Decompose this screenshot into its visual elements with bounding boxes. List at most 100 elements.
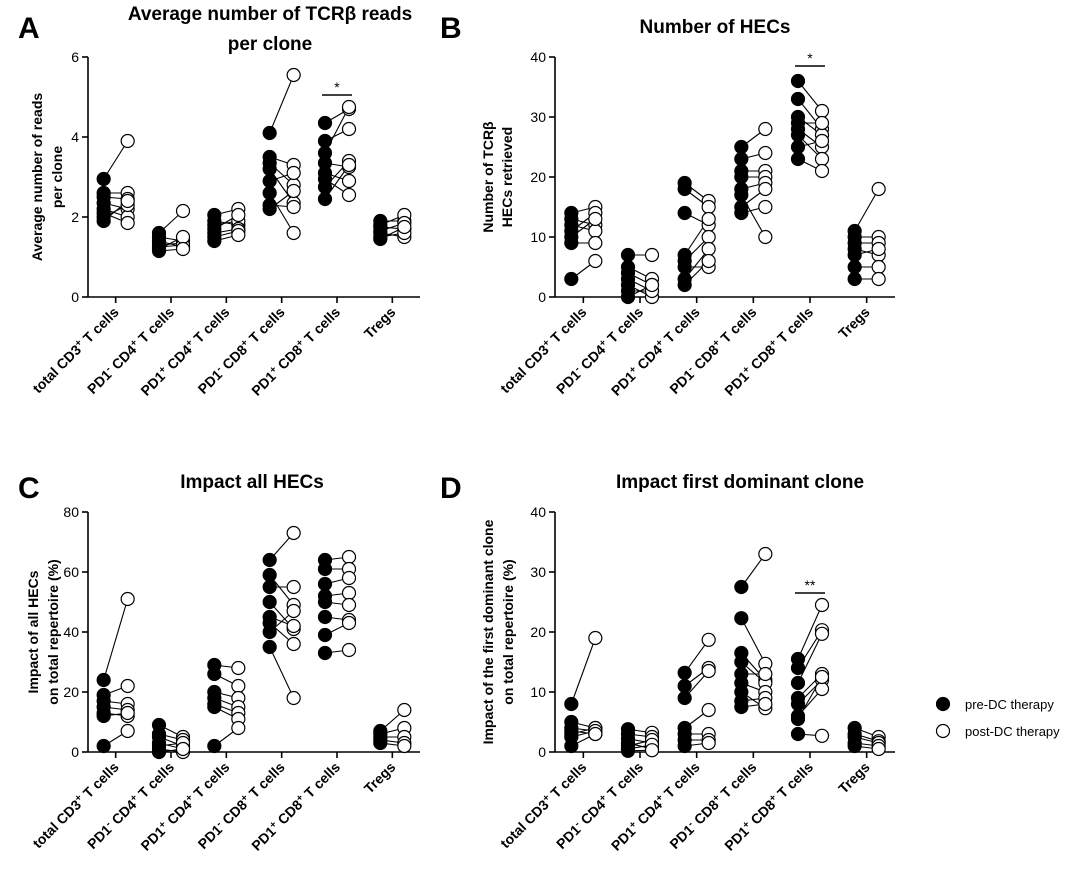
y-tick-label: 0	[538, 289, 546, 305]
y-axis-label: Number of TCRβ	[480, 121, 496, 233]
pre-point	[262, 125, 277, 141]
pre-point	[734, 611, 749, 626]
pair-line	[740, 617, 766, 665]
post-point	[341, 157, 357, 173]
pre-point	[317, 179, 333, 195]
pre-point	[207, 699, 222, 715]
post-point	[701, 663, 716, 679]
post-point	[758, 696, 773, 712]
pre-point	[790, 91, 806, 107]
legend-post-marker	[935, 723, 951, 739]
y-axis-label-line2: on total repertoire (%)	[500, 559, 516, 704]
pair-line	[269, 74, 295, 134]
pre-point	[151, 744, 167, 760]
chart-title: Average number of TCRβ reads	[128, 4, 412, 25]
pre-point	[677, 277, 692, 293]
pre-point	[677, 678, 692, 694]
post-point	[588, 726, 603, 742]
pre-point	[207, 233, 222, 249]
post-point	[341, 585, 357, 601]
pair-line	[797, 633, 823, 684]
pre-point	[262, 201, 277, 217]
pre-point	[790, 675, 806, 691]
post-point	[175, 741, 191, 757]
pre-point	[790, 660, 806, 676]
y-tick-label: 4	[71, 129, 79, 145]
pre-point	[677, 181, 692, 197]
post-point	[758, 199, 773, 215]
post-point	[286, 165, 301, 181]
category-label: Tregs	[361, 759, 399, 797]
post-point	[175, 229, 191, 245]
pre-point	[96, 708, 111, 724]
post-point	[758, 666, 773, 682]
legend-post-label: post-DC therapy	[965, 724, 1060, 739]
post-point	[701, 632, 716, 647]
pair-line	[103, 140, 129, 180]
post-point	[814, 133, 830, 149]
y-tick-label: 40	[63, 624, 79, 640]
pre-point	[734, 579, 749, 595]
post-point	[701, 702, 716, 718]
post-point	[286, 636, 301, 652]
legend-pre-label: pre-DC therapy	[965, 697, 1054, 712]
post-point	[341, 173, 357, 189]
y-tick-label: 20	[530, 624, 546, 640]
panel-B: B Number of HECs Number of TCRβ HECs retrie…	[440, 12, 895, 399]
pre-point	[734, 151, 749, 167]
post-point	[341, 570, 357, 586]
pre-point	[790, 73, 806, 89]
pre-point	[677, 690, 692, 706]
pair-line	[854, 188, 880, 232]
pre-point	[317, 133, 333, 149]
post-point	[758, 145, 773, 161]
post-point	[120, 133, 135, 149]
post-point	[341, 121, 357, 137]
pre-point	[373, 735, 388, 751]
post-point	[175, 241, 191, 257]
post-point	[588, 253, 603, 269]
pre-point	[677, 738, 692, 754]
post-point	[814, 681, 830, 697]
pre-point	[262, 552, 277, 568]
pre-point	[317, 115, 333, 131]
chart-title-line2: per clone	[228, 34, 312, 55]
post-point	[701, 735, 716, 751]
post-point	[701, 241, 716, 257]
pre-point	[790, 151, 806, 167]
category-label: Tregs	[835, 759, 873, 797]
post-point	[588, 211, 603, 227]
chart-title: Number of HECs	[640, 17, 791, 38]
pre-point	[207, 666, 222, 682]
post-point	[120, 215, 135, 231]
post-point	[120, 591, 135, 607]
y-axis-label: Impact of all HECs	[25, 570, 41, 693]
pre-point	[847, 738, 862, 754]
post-point	[814, 115, 830, 131]
post-point	[341, 187, 357, 203]
significance-label: **	[805, 577, 816, 593]
pre-point	[151, 243, 167, 259]
post-point	[231, 660, 246, 676]
post-point	[231, 720, 246, 736]
legend: pre-DC therapy post-DC therapy	[935, 696, 1060, 739]
y-axis-label: Impact of the first dominant clone	[480, 519, 496, 744]
post-point	[120, 723, 135, 739]
pre-point	[734, 187, 749, 203]
post-point	[286, 67, 301, 83]
panel-label: B	[440, 12, 462, 45]
post-point	[120, 678, 135, 694]
pre-point	[564, 235, 579, 251]
post-point	[814, 597, 830, 613]
significance-label: *	[807, 50, 813, 66]
pre-point	[790, 127, 806, 143]
post-point	[175, 203, 191, 219]
y-axis-label-line2: on total repertoire (%)	[45, 559, 61, 704]
post-point	[588, 235, 603, 251]
pre-point	[564, 696, 579, 712]
post-point	[231, 227, 246, 243]
chart-title: Impact all HECs	[180, 472, 324, 493]
post-point	[286, 225, 301, 241]
panel-D: D Impact first dominant clone Impact of th…	[440, 472, 895, 854]
